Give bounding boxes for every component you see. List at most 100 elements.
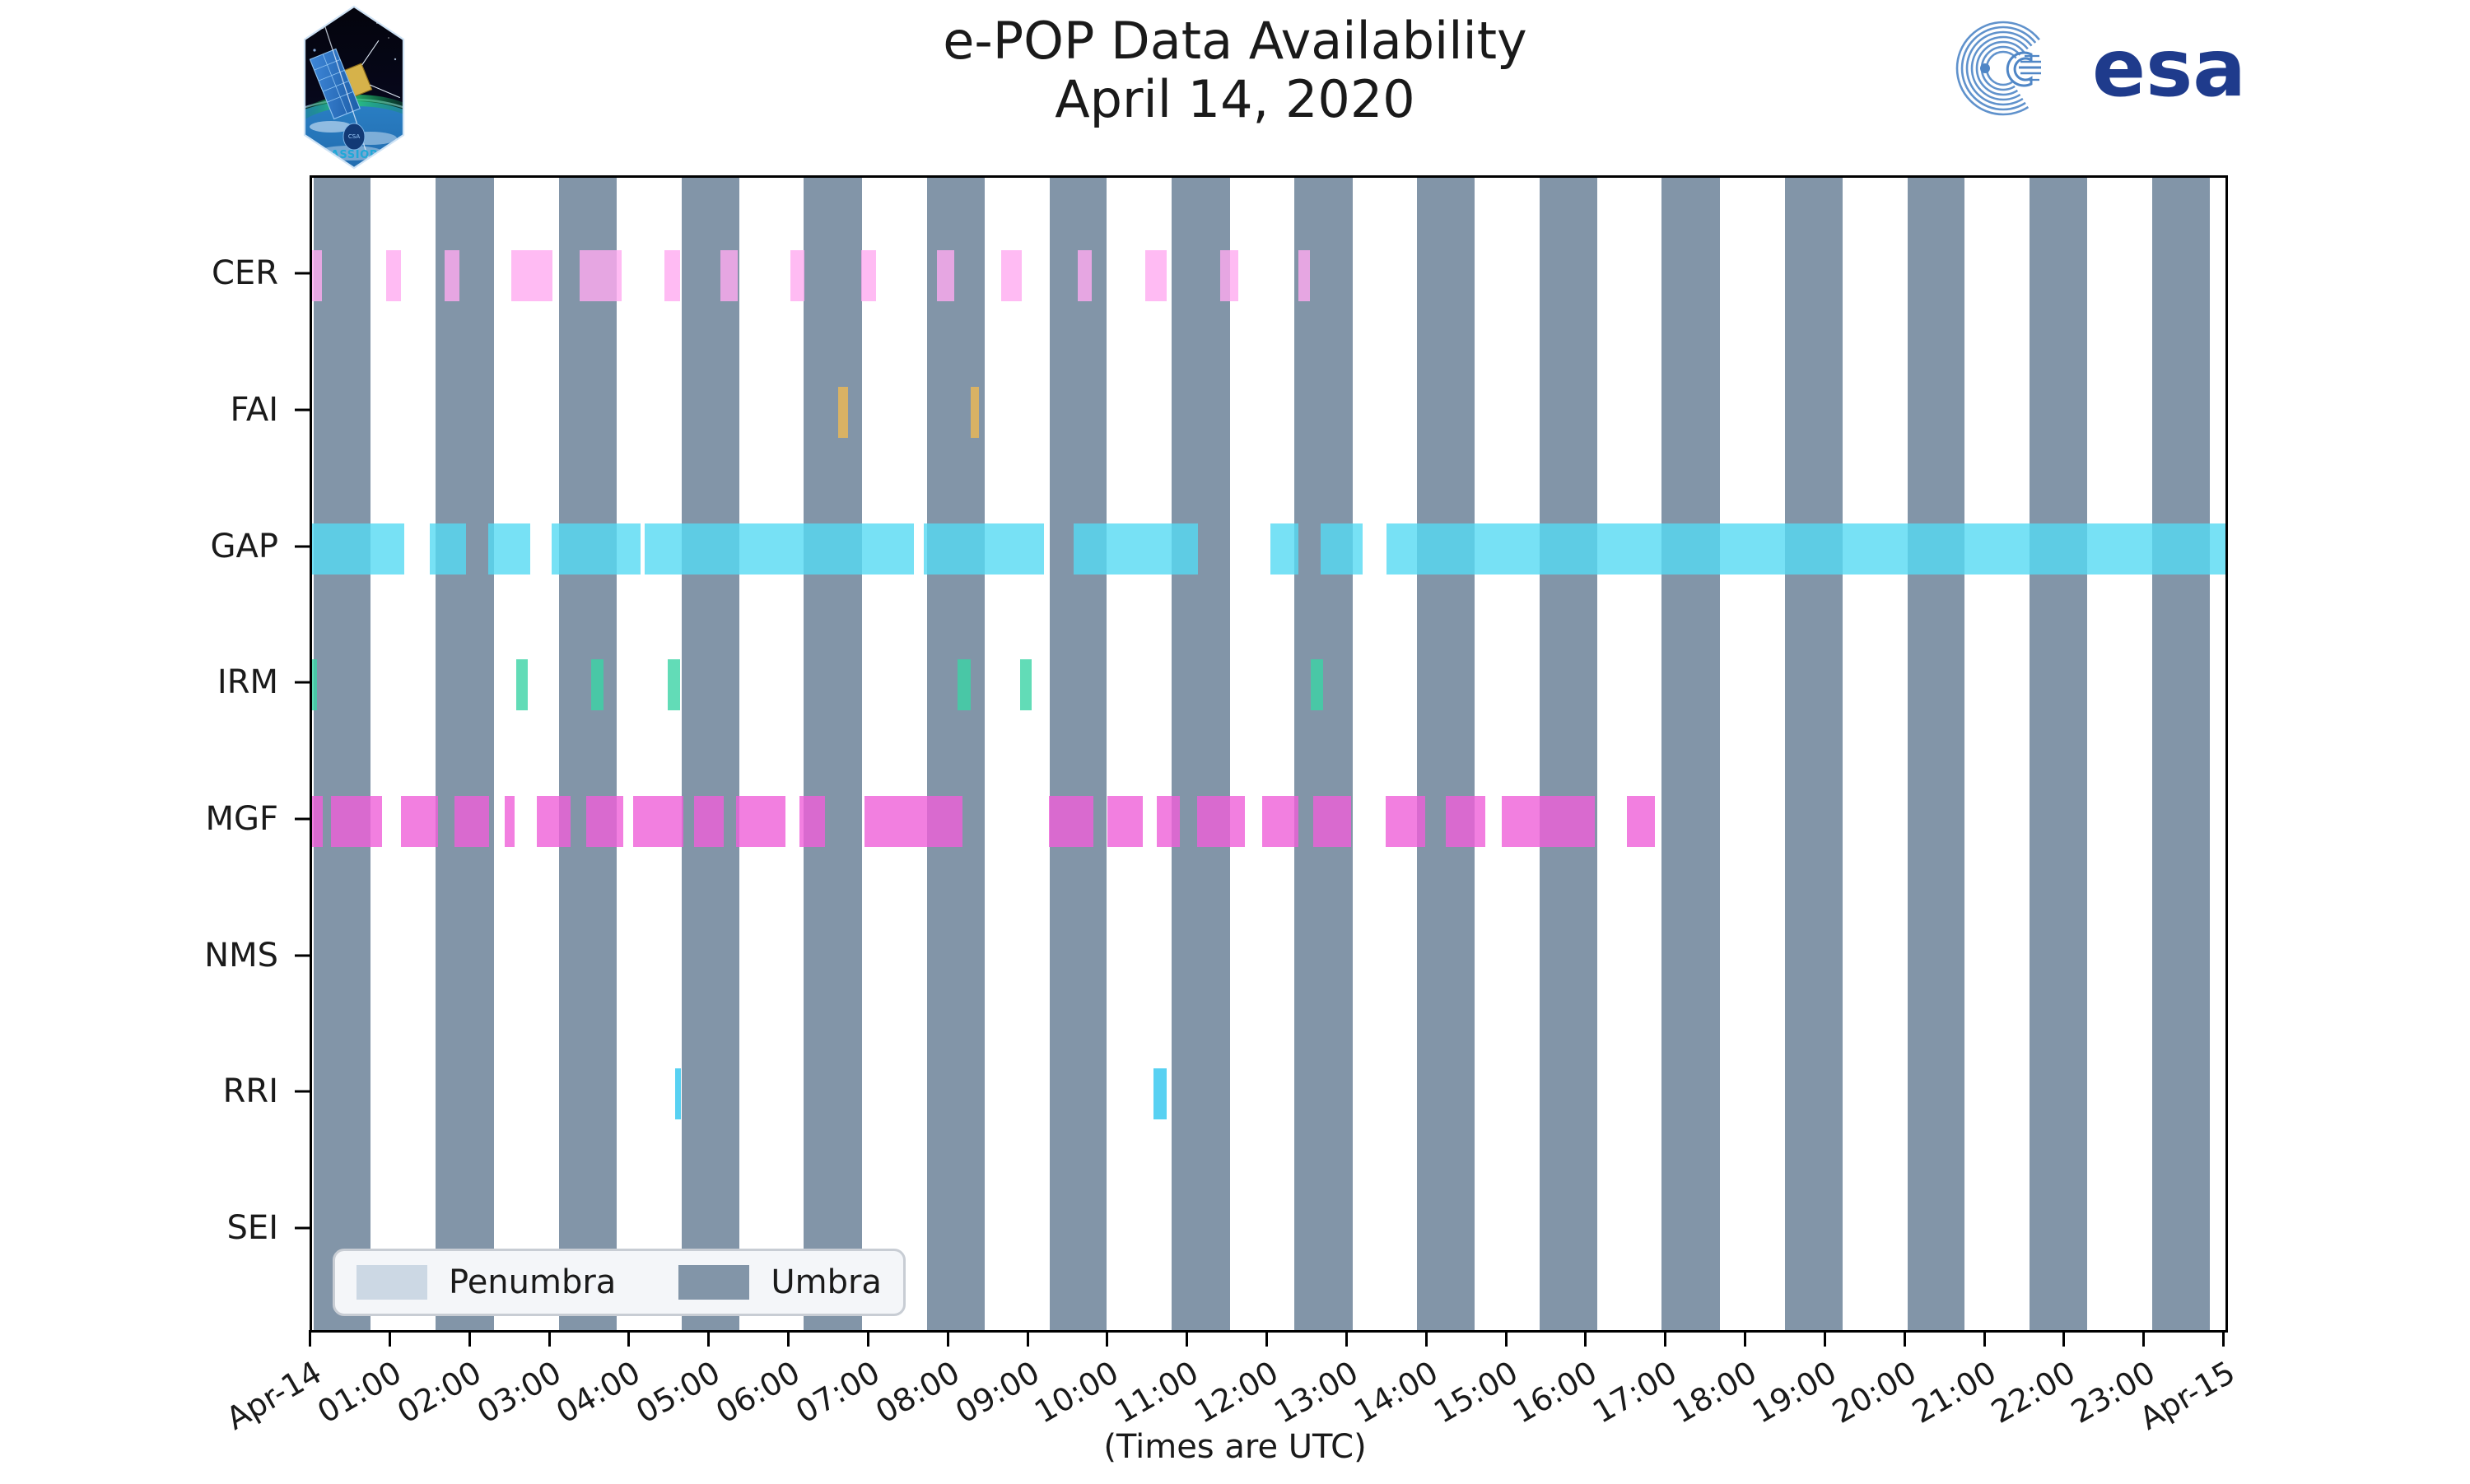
- x-tick-mark: [787, 1330, 790, 1347]
- data-bar-mgf: [864, 796, 963, 847]
- x-tick-mark: [866, 1330, 869, 1347]
- data-bar-mgf: [693, 796, 724, 847]
- umbra-band: [1661, 178, 1721, 1330]
- data-bar-mgf: [537, 796, 571, 847]
- x-tick-mark: [1823, 1330, 1826, 1347]
- data-bar-cer: [861, 250, 876, 302]
- y-axis-label-cer: CER: [212, 254, 278, 293]
- data-bar-cer: [1219, 250, 1239, 302]
- x-tick-mark: [946, 1330, 949, 1347]
- y-axis-label-rri: RRI: [222, 1072, 278, 1111]
- data-bar-mgf: [1157, 796, 1180, 847]
- data-bar-rri: [674, 1068, 682, 1120]
- data-bar-cer: [790, 250, 805, 302]
- data-bar-gap: [644, 523, 915, 575]
- cassiope-mission-logo: CSA CASSIOPE: [272, 5, 436, 170]
- x-tick-mark: [2062, 1330, 2066, 1347]
- page-title: e-POP Data Availability April 14, 2020: [626, 12, 1844, 129]
- esa-agency-logo: esa: [1939, 15, 2318, 122]
- data-bar-irm: [312, 659, 317, 711]
- data-bar-irm: [590, 659, 604, 711]
- umbra-swatch-icon: [678, 1265, 750, 1300]
- data-bar-mgf: [736, 796, 786, 847]
- x-tick-mark: [2142, 1330, 2146, 1347]
- esa-wordmark: esa: [2092, 22, 2246, 114]
- shadow-legend: Penumbra Umbra: [333, 1249, 906, 1316]
- data-bar-cer: [511, 250, 553, 302]
- umbra-band: [313, 178, 370, 1330]
- data-bar-cer: [664, 250, 681, 302]
- data-bar-cer: [312, 250, 322, 302]
- umbra-band: [1049, 178, 1107, 1330]
- data-bar-fai: [838, 386, 848, 438]
- data-bar-cer: [444, 250, 460, 302]
- data-bar-rri: [1153, 1068, 1167, 1120]
- plot-canvas: [312, 178, 2225, 1330]
- data-bar-gap: [1386, 523, 2225, 575]
- data-bar-mgf: [1048, 796, 1093, 847]
- y-tick-mark: [295, 272, 310, 275]
- data-bar-gap: [430, 523, 466, 575]
- x-tick-mark: [1664, 1330, 1667, 1347]
- data-bar-mgf: [1313, 796, 1351, 847]
- cassiope-logo-wordmark: CASSIOPE: [323, 149, 386, 161]
- data-bar-mgf: [1386, 796, 1425, 847]
- data-bar-mgf: [1262, 796, 1298, 847]
- y-tick-mark: [295, 954, 310, 957]
- x-tick-mark: [2222, 1330, 2225, 1347]
- data-bar-mgf: [633, 796, 684, 847]
- x-tick-mark: [627, 1330, 631, 1347]
- x-tick-mark: [1265, 1330, 1268, 1347]
- legend-label-penumbra: Penumbra: [449, 1263, 617, 1301]
- y-axis-label-irm: IRM: [217, 663, 278, 702]
- data-bar-mgf: [1445, 796, 1486, 847]
- umbra-band: [559, 178, 617, 1330]
- umbra-band: [1293, 178, 1353, 1330]
- x-tick-mark: [548, 1330, 551, 1347]
- data-bar-mgf: [312, 796, 323, 847]
- x-tick-mark: [1983, 1330, 1986, 1347]
- svg-text:CSA: CSA: [348, 133, 360, 140]
- umbra-band: [1540, 178, 1597, 1330]
- y-axis-label-sei: SEI: [226, 1209, 278, 1248]
- legend-item-penumbra: Penumbra: [357, 1263, 616, 1301]
- data-bar-mgf: [1626, 796, 1655, 847]
- data-bar-mgf: [1196, 796, 1245, 847]
- umbra-band: [1907, 178, 1965, 1330]
- data-bar-mgf: [331, 796, 383, 847]
- umbra-band: [682, 178, 740, 1330]
- data-bar-irm: [1311, 659, 1323, 711]
- legend-label-umbra: Umbra: [771, 1263, 882, 1301]
- title-line-1: e-POP Data Availability: [943, 11, 1527, 71]
- data-bar-irm: [958, 659, 971, 711]
- data-bar-cer: [1298, 250, 1311, 302]
- umbra-band: [436, 178, 494, 1330]
- umbra-band: [1784, 178, 1843, 1330]
- data-bar-gap: [1320, 523, 1363, 575]
- x-tick-mark: [707, 1330, 711, 1347]
- data-bar-irm: [515, 659, 529, 711]
- y-tick-mark: [295, 1090, 310, 1093]
- x-tick-mark: [1903, 1330, 1906, 1347]
- data-bar-cer: [1077, 250, 1093, 302]
- umbra-band: [926, 178, 986, 1330]
- x-tick-mark: [388, 1330, 391, 1347]
- data-bar-mgf: [454, 796, 489, 847]
- data-bar-gap: [1073, 523, 1198, 575]
- data-bar-gap: [312, 523, 405, 575]
- x-tick-mark: [1424, 1330, 1428, 1347]
- x-tick-mark: [1345, 1330, 1348, 1347]
- data-bar-cer: [386, 250, 402, 302]
- x-axis-caption: (Times are UTC): [1103, 1428, 1367, 1466]
- title-line-2: April 14, 2020: [1055, 69, 1415, 130]
- data-bar-cer: [1000, 250, 1022, 302]
- legend-item-umbra: Umbra: [678, 1263, 882, 1301]
- data-bar-gap: [552, 523, 641, 575]
- data-bar-irm: [667, 659, 681, 711]
- data-bar-mgf: [586, 796, 623, 847]
- data-bar-gap: [1270, 523, 1298, 575]
- data-bar-irm: [1019, 659, 1032, 711]
- umbra-band: [804, 178, 863, 1330]
- data-bar-gap: [923, 523, 1044, 575]
- availability-plot: [310, 175, 2228, 1333]
